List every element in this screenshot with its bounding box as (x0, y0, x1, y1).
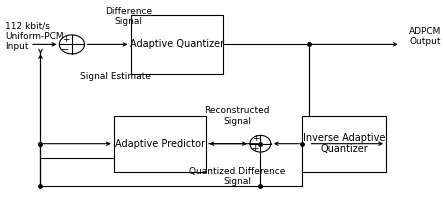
Text: Signal Estimate: Signal Estimate (80, 72, 151, 81)
FancyBboxPatch shape (302, 116, 386, 171)
FancyBboxPatch shape (114, 116, 206, 171)
Text: +: + (251, 144, 259, 153)
Text: Adaptive Quantizer: Adaptive Quantizer (130, 39, 224, 49)
Text: 112 kbit/s
Uniform-PCM
Input: 112 kbit/s Uniform-PCM Input (5, 22, 63, 51)
Text: −: − (61, 45, 69, 55)
Text: +: + (253, 134, 260, 143)
Text: Quantized Difference
Signal: Quantized Difference Signal (189, 167, 285, 186)
Text: Reconstructed
Signal: Reconstructed Signal (205, 106, 270, 126)
Text: +: + (63, 35, 70, 44)
Text: ADPCM
Output: ADPCM Output (409, 27, 441, 46)
Text: Difference
Signal: Difference Signal (105, 7, 152, 26)
Text: Adaptive Predictor: Adaptive Predictor (115, 139, 205, 149)
Text: Inverse Adaptive
Quantizer: Inverse Adaptive Quantizer (303, 133, 385, 154)
FancyBboxPatch shape (131, 15, 223, 74)
